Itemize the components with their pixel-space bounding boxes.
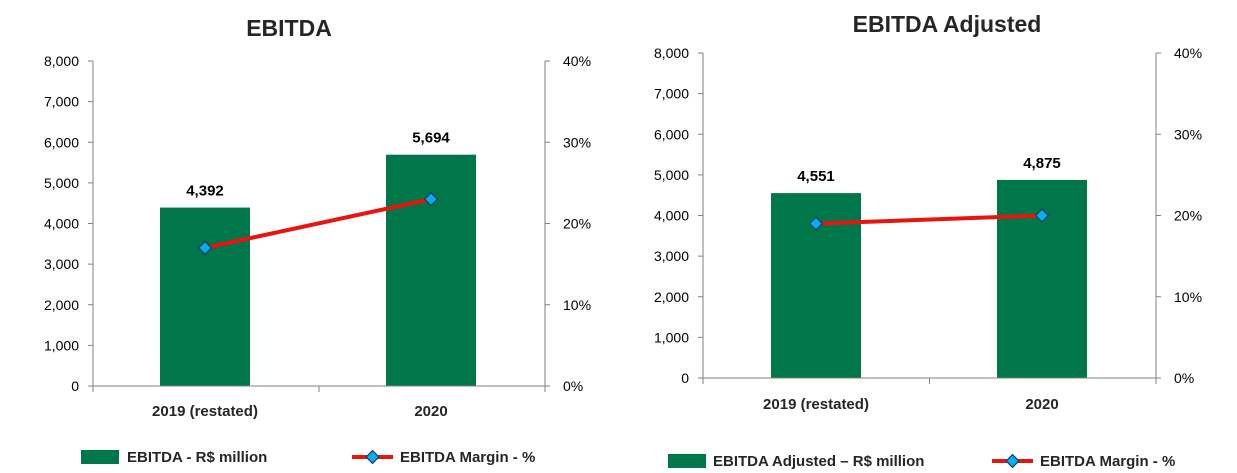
legend-marker-icon [365,449,380,465]
margin-point-marker [423,191,439,207]
right-y-tick-label: 30% [1174,126,1202,142]
left-y-tick-label: 8,000 [44,53,79,69]
left-y-tick-label: 2,000 [44,297,79,313]
left-y-tick-label: 4,000 [44,216,79,232]
left-y-tick-label: 3,000 [654,248,689,264]
ebitda-chart: EBITDA 0 1,000 2,000 3,000 4,000 5,000 6,000 7,0… [44,15,591,466]
right-y-tick-label: 40% [1174,45,1202,61]
x-category-label: 2019 (restated) [763,396,869,413]
right-y-tick-label: 40% [563,53,591,69]
right-y-tick-label: 10% [563,297,591,313]
x-category-label: 2019 (restated) [152,403,258,420]
right-y-tick-label: 30% [563,134,591,150]
margin-point-marker [197,240,213,256]
legend-label-bar: EBITDA - R$ million [127,449,267,466]
left-y-tick-label: 3,000 [44,256,79,272]
ebitda-chart-panel: EBITDA 0 1,000 2,000 3,000 4,000 5,000 6,000 7,0… [0,0,600,473]
legend-marker-icon [1005,453,1020,469]
left-y-tick-label: 5,000 [654,167,689,183]
legend-swatch-bar [668,454,706,468]
left-y-tick-label: 0 [71,378,79,394]
left-y-tick-label: 1,000 [44,337,79,353]
ebitda-adjusted-chart: EBITDA Adjusted 0 1,000 2,000 3,000 4,000 5,00… [654,11,1202,470]
legend-label-bar: EBITDA Adjusted – R$ million [713,453,924,470]
x-category-label: 2020 [414,403,447,420]
legend-label-line: EBITDA Margin - % [1040,453,1175,470]
margin-point-marker [808,216,824,231]
margin-line [204,197,432,250]
left-y-tick-label: 2,000 [654,289,689,305]
left-y-tick-label: 6,000 [654,126,689,142]
legend-swatch-bar [81,450,119,464]
margin-point-marker [1034,208,1050,223]
bar [386,154,476,386]
legend-label-line: EBITDA Margin - % [400,449,535,466]
bar [160,207,250,386]
left-y-tick-label: 7,000 [654,86,689,102]
left-y-tick-label: 0 [681,370,689,386]
bar-data-label: 5,694 [412,130,450,147]
chart-title: EBITDA Adjusted [853,11,1042,37]
left-y-tick-label: 8,000 [654,45,689,61]
chart-title: EBITDA [246,15,332,41]
left-y-tick-label: 4,000 [654,208,689,224]
margin-line [815,213,1043,226]
bar-data-label: 4,551 [797,168,835,185]
right-y-tick-label: 20% [563,216,591,232]
left-y-tick-label: 7,000 [44,94,79,110]
bar-data-label: 4,392 [186,183,224,200]
right-y-tick-label: 20% [1174,208,1202,224]
right-y-tick-label: 10% [1174,289,1202,305]
left-y-tick-label: 5,000 [44,175,79,191]
right-y-tick-label: 0% [1174,370,1194,386]
ebitda-adjusted-chart-panel: EBITDA Adjusted 0 1,000 2,000 3,000 4,000 5,00… [615,0,1237,473]
bar-data-label: 4,875 [1023,155,1061,172]
left-y-tick-label: 1,000 [654,329,689,345]
x-category-label: 2020 [1025,396,1058,413]
left-y-tick-label: 6,000 [44,134,79,150]
right-y-tick-label: 0% [563,378,583,394]
